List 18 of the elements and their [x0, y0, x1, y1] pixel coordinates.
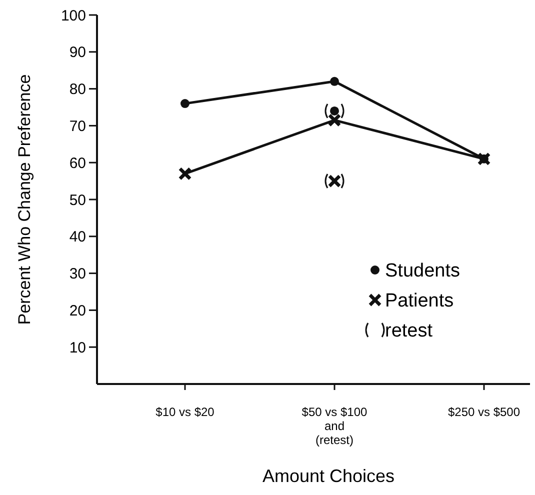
y-tick-label: 80: [69, 81, 86, 98]
y-tick-label: 20: [69, 302, 86, 320]
x-axis-title: Amount Choices: [262, 466, 395, 486]
y-tick-label: 50: [69, 192, 86, 209]
y-tick-label: 70: [69, 118, 86, 135]
y-tick-label: 100: [60, 7, 86, 24]
x-tick-label: $10 vs $20: [156, 405, 215, 419]
y-tick-label: 10: [69, 339, 86, 356]
y-axis-title: Percent Who Change Preference: [15, 74, 34, 325]
legend-label: retest: [385, 320, 434, 342]
legend-label: Patients: [385, 290, 454, 312]
legend-label: Students: [385, 260, 460, 282]
y-tick-label: 40: [69, 228, 86, 246]
y-tick-label: 90: [69, 44, 86, 62]
x-tick-label: $50 vs $100 and (retest): [302, 405, 368, 447]
x-tick-label: $250 vs $500: [448, 405, 520, 419]
y-tick-label: 30: [69, 266, 86, 283]
y-tick-label: 60: [69, 154, 86, 172]
